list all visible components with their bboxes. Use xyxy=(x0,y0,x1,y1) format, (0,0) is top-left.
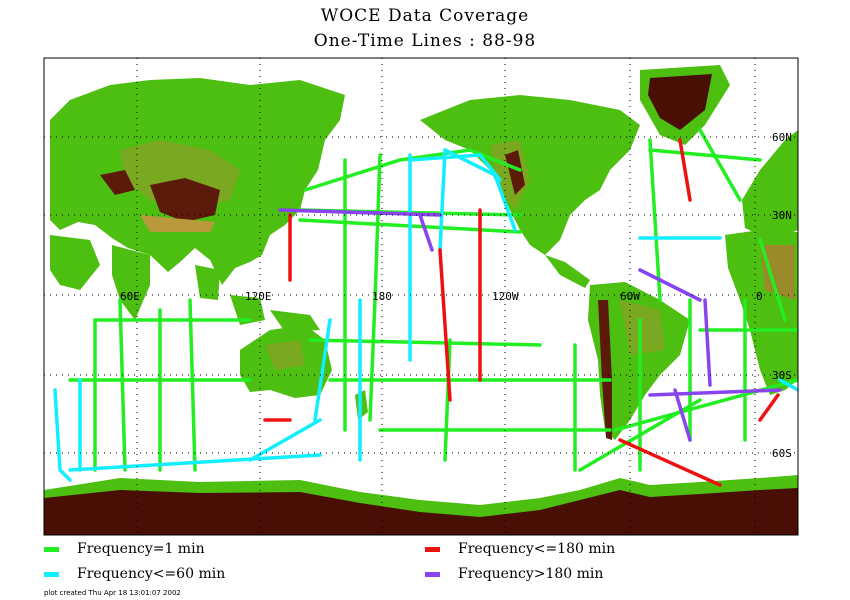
legend-swatch xyxy=(425,571,440,577)
lon-label: 60W xyxy=(620,290,640,303)
legend-label: Frequency>180 min xyxy=(458,566,604,582)
tracks-1min xyxy=(68,128,798,472)
tracks-over-180min xyxy=(278,208,782,442)
europe-land xyxy=(742,130,798,240)
map-frame xyxy=(43,57,799,536)
legend-swatch xyxy=(425,546,440,552)
legend-label: Frequency<=180 min xyxy=(458,541,616,557)
andes xyxy=(598,300,612,440)
legend-label: Frequency<=60 min xyxy=(77,566,226,582)
greenland-ice xyxy=(648,74,712,130)
lat-label: 30S xyxy=(772,369,792,382)
legend-item: Frequency=1 min xyxy=(44,541,205,557)
legend-item: Frequency<=180 min xyxy=(425,541,615,557)
legend-label: Frequency=1 min xyxy=(77,541,205,557)
map-subtitle: One-Time Lines : 88-98 xyxy=(313,31,537,51)
longitude-labels: 60E 120E 180 120W 60W 0 xyxy=(120,290,763,303)
tracks-180min xyxy=(263,138,780,487)
lon-label: 120E xyxy=(245,290,272,303)
legend-item: Frequency<=60 min xyxy=(44,566,225,582)
lon-label: 0 xyxy=(756,290,763,303)
lat-label: 60N xyxy=(772,131,792,144)
north-america-land xyxy=(420,95,640,255)
legend-item: Frequency>180 min xyxy=(425,566,603,582)
latitude-labels: 60N 30N 30S 60S xyxy=(772,131,792,460)
legend-swatch xyxy=(44,546,59,552)
lon-label: 60E xyxy=(120,290,140,303)
legend-swatch xyxy=(44,571,59,577)
tibet-plateau xyxy=(150,178,220,222)
map-title: WOCE Data Coverage xyxy=(320,6,530,26)
lat-label: 60S xyxy=(772,447,792,460)
antarctica-ice xyxy=(44,488,798,535)
tracks-60min xyxy=(53,148,798,482)
lon-label: 120W xyxy=(492,290,519,303)
lon-label: 180 xyxy=(372,290,392,303)
rocky-mountains xyxy=(505,150,525,195)
lat-label: 30N xyxy=(772,209,792,222)
land-masses xyxy=(44,65,798,535)
plot-timestamp: plot created Thu Apr 18 13:01:07 2002 xyxy=(44,589,181,597)
